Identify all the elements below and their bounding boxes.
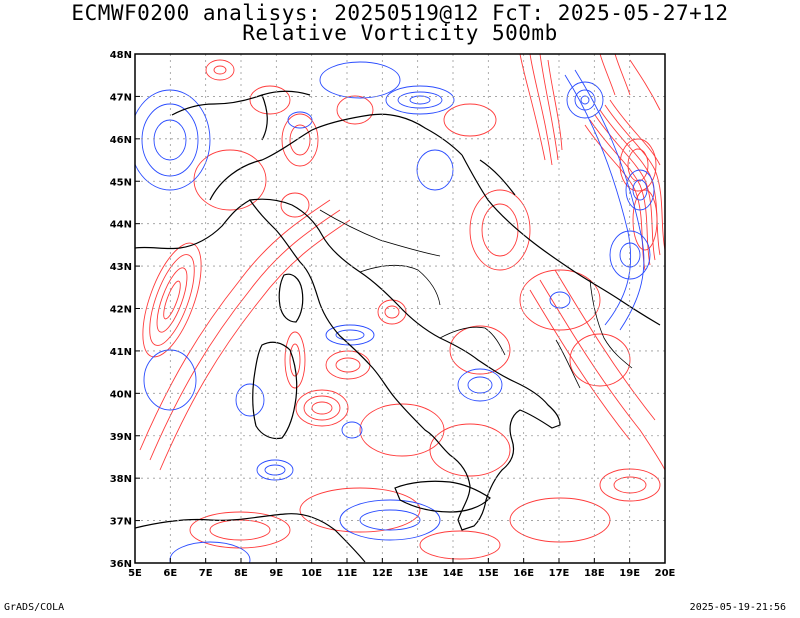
map-subtitle: Relative Vorticity 500mb — [242, 21, 558, 45]
lat-tick-label: 48N — [110, 50, 132, 61]
lon-tick-label: 7E — [199, 568, 213, 579]
lon-tick-label: 5E — [128, 568, 142, 579]
coastlines — [135, 90, 661, 563]
lat-tick-label: 39N — [110, 432, 132, 443]
lon-tick-label: 8E — [234, 568, 248, 579]
lat-tick-label: 46N — [110, 135, 132, 146]
lon-tick-label: 17E — [549, 568, 570, 579]
longitude-axis: 5E 6E 7E 8E 9E 10E 11E 12E 13E 14E 15E 16E 17E 18E 19E… — [128, 558, 676, 579]
lon-tick-label: 11E — [337, 568, 358, 579]
negative-contours — [135, 61, 655, 563]
lon-tick-label: 20E — [655, 568, 676, 579]
lat-tick-label: 40N — [110, 389, 132, 400]
latitude-axis: 36N 37N 38N 39N 40N 41N 42N 43N 44N 45N 46N 47N 48N — [110, 50, 140, 570]
lat-tick-label: 47N — [110, 92, 132, 103]
lat-tick-label: 38N — [110, 474, 132, 485]
lat-tick-label: 41N — [110, 347, 132, 358]
lat-tick-label: 36N — [110, 559, 132, 570]
lon-tick-label: 14E — [443, 568, 464, 579]
graticule — [135, 54, 665, 563]
contour-field — [135, 54, 665, 563]
lat-tick-label: 43N — [110, 262, 132, 273]
lat-tick-label: 45N — [110, 177, 132, 188]
lon-tick-label: 13E — [407, 568, 428, 579]
lon-tick-label: 10E — [301, 568, 322, 579]
lat-tick-label: 37N — [110, 517, 132, 528]
lon-tick-label: 6E — [163, 568, 177, 579]
lon-tick-label: 19E — [619, 568, 640, 579]
software-credit: GrADS/COLA — [4, 602, 65, 613]
positive-contours — [139, 54, 665, 560]
lat-tick-label: 42N — [110, 305, 132, 316]
render-timestamp: 2025-05-19-21:56 — [689, 602, 786, 613]
lon-tick-label: 15E — [478, 568, 499, 579]
lat-tick-label: 44N — [110, 220, 132, 231]
map-title: ECMWF0200 analisys: 20250519@12 FcT: 202… — [71, 1, 729, 25]
lon-tick-label: 16E — [513, 568, 534, 579]
lon-tick-label: 9E — [269, 568, 283, 579]
lon-tick-label: 18E — [584, 568, 605, 579]
lon-tick-label: 12E — [372, 568, 393, 579]
